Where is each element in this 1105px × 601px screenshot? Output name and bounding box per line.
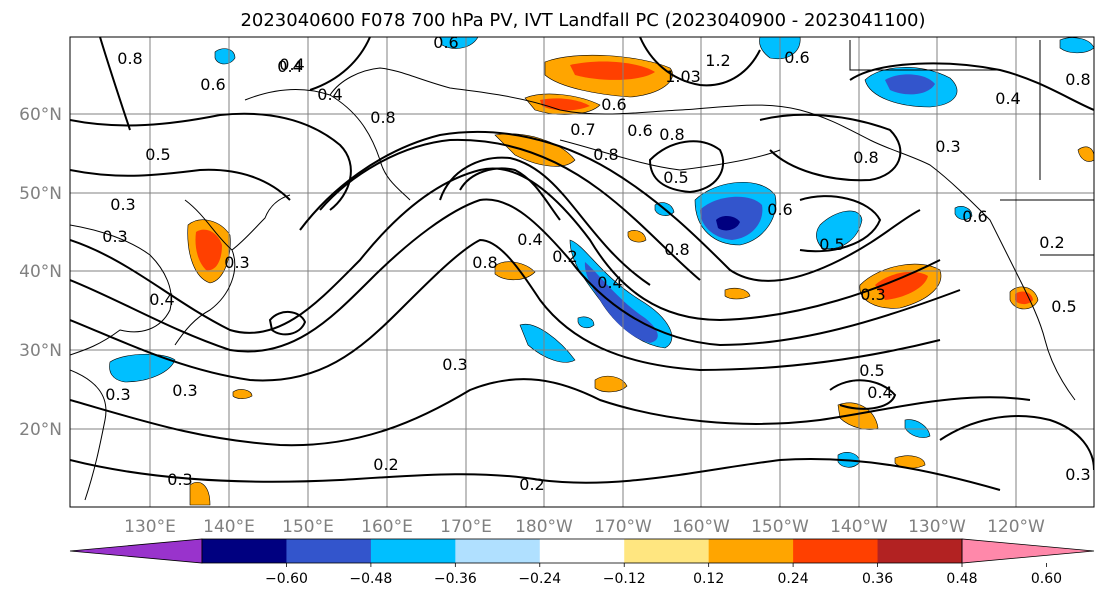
contour-label: 0.6 <box>767 200 792 219</box>
contour-label: 0.3 <box>860 285 885 304</box>
contour-label: 0.8 <box>370 108 395 127</box>
contour-label: 0.3 <box>102 227 127 246</box>
latitude-label: 40°N <box>19 262 62 282</box>
colorbar-tick-label: 0.48 <box>946 571 977 587</box>
longitude-label: 140°E <box>203 517 255 537</box>
contour-label: 0.2 <box>552 247 577 266</box>
contour-label: 0.6 <box>627 121 652 140</box>
colorbar-tick-label: 0.36 <box>862 571 893 587</box>
latitude-labels: 60°N 50°N 40°N 30°N 20°N <box>19 105 62 440</box>
contour-label: 0.3 <box>442 355 467 374</box>
contour-label: 0.4 <box>317 85 342 104</box>
pv-contours <box>70 37 1094 491</box>
longitude-label: 120°W <box>987 517 1045 537</box>
contour-label: 0.6 <box>962 207 987 226</box>
contour-label: 0.8 <box>664 240 689 259</box>
contour-label: 1.03 <box>665 67 701 86</box>
contour-label: 0.5 <box>145 145 170 164</box>
colorbar-segment <box>539 539 625 563</box>
longitude-label: 180°W <box>515 517 573 537</box>
colorbar-segment <box>370 539 456 563</box>
contour-label: 0.8 <box>117 49 142 68</box>
colorbar-tick-label: −0.12 <box>603 571 646 587</box>
longitude-label: 160°W <box>672 517 730 537</box>
map-title: 2023040600 F078 700 hPa PV, IVT Landfall… <box>240 10 925 31</box>
latitude-label: 60°N <box>19 105 62 125</box>
map-panel: 0.6 0.4 0.6 0.8 0.4 1.21.03 0.6 0.8 0.8 0.5 0.7 0.8… <box>70 33 1094 507</box>
contour-label: 0.7 <box>570 120 595 139</box>
colorbar-segment <box>877 539 963 563</box>
contour-label: 0.3 <box>172 381 197 400</box>
colorbar-tick-label: −0.24 <box>518 571 561 587</box>
contour-label: 0.5 <box>859 361 884 380</box>
colorbar-tick-label: 0.12 <box>693 571 724 587</box>
map-frame <box>69 36 1095 508</box>
contour-label: 0.6 <box>200 75 225 94</box>
colorbar-tick-label: −0.48 <box>349 571 392 587</box>
contour-label: 0.5 <box>1051 297 1076 316</box>
contour-label: 0.8 <box>472 253 497 272</box>
contour-label: 0.4 <box>867 383 892 402</box>
colorbar-max-arrow <box>961 538 1095 564</box>
colorbar-segment <box>455 539 541 563</box>
contour-label: 0.6 <box>601 95 626 114</box>
contour-label: 0.4 <box>597 273 622 292</box>
longitude-label: 150°E <box>282 517 334 537</box>
contour-label: 0.3 <box>110 195 135 214</box>
colorbar-segment <box>286 539 372 563</box>
longitude-label: 160°E <box>361 517 413 537</box>
longitude-label: 170°W <box>594 517 652 537</box>
contour-label: 0.4 <box>517 230 542 249</box>
contour-label: 0.4 <box>279 55 304 74</box>
contour-label: 0.5 <box>819 235 844 254</box>
contour-label: 0.3 <box>167 470 192 489</box>
contour-label: 0.6 <box>784 48 809 67</box>
contour-label: 0.2 <box>519 475 544 494</box>
colorbar-segment <box>202 539 287 563</box>
contour-label: 0.3 <box>935 137 960 156</box>
coastlines <box>70 40 1094 501</box>
colorbar-segment <box>793 539 879 563</box>
colorbar-min-arrow <box>69 538 203 564</box>
contour-label: 0.3 <box>1065 465 1090 484</box>
contour-label: 0.2 <box>373 455 398 474</box>
longitude-label: 140°W <box>830 517 888 537</box>
longitude-labels: 130°E 140°E 150°E 160°E 170°E 180°W 170°W 160°W… <box>124 517 1045 537</box>
contour-label: 0.8 <box>1065 70 1090 89</box>
latitude-label: 30°N <box>19 341 62 361</box>
longitude-label: 150°W <box>751 517 809 537</box>
colorbar-tick-label: −0.60 <box>265 571 308 587</box>
contour-label: 0.5 <box>663 168 688 187</box>
contour-label: 0.4 <box>277 57 302 76</box>
contour-label: 0.8 <box>853 148 878 167</box>
colorbar: −0.60 −0.48 −0.36 −0.24 −0.12 0.12 0.24 0.36 0.4… <box>69 538 1095 587</box>
contour-label: 0.4 <box>995 89 1020 108</box>
longitude-label: 170°E <box>440 517 492 537</box>
contour-label: 0.6 <box>433 33 458 52</box>
colorbar-tick-label: 0.60 <box>1031 571 1062 587</box>
contour-labels: 0.6 0.4 0.6 0.8 0.4 1.21.03 0.6 0.8 0.8 0.5 0.7 0.8… <box>102 33 1090 494</box>
colorbar-frame <box>201 538 963 564</box>
contour-label: 0.2 <box>1039 233 1064 252</box>
latitude-label: 20°N <box>19 420 62 440</box>
contour-label: 0.4 <box>149 290 174 309</box>
colorbar-tick-label: 0.24 <box>778 571 809 587</box>
contour-label: 1.2 <box>705 51 730 70</box>
contour-label: 0.8 <box>659 125 684 144</box>
colorbar-segment <box>708 539 794 563</box>
contour-label: 0.3 <box>105 385 130 404</box>
longitude-label: 130°E <box>124 517 176 537</box>
contour-label: 0.3 <box>224 253 249 272</box>
contour-label: 0.8 <box>593 145 618 164</box>
colorbar-tick-label: −0.36 <box>434 571 477 587</box>
longitude-label: 130°W <box>908 517 966 537</box>
graticule <box>70 37 1094 507</box>
colorbar-segment <box>624 539 710 563</box>
latitude-label: 50°N <box>19 184 62 204</box>
